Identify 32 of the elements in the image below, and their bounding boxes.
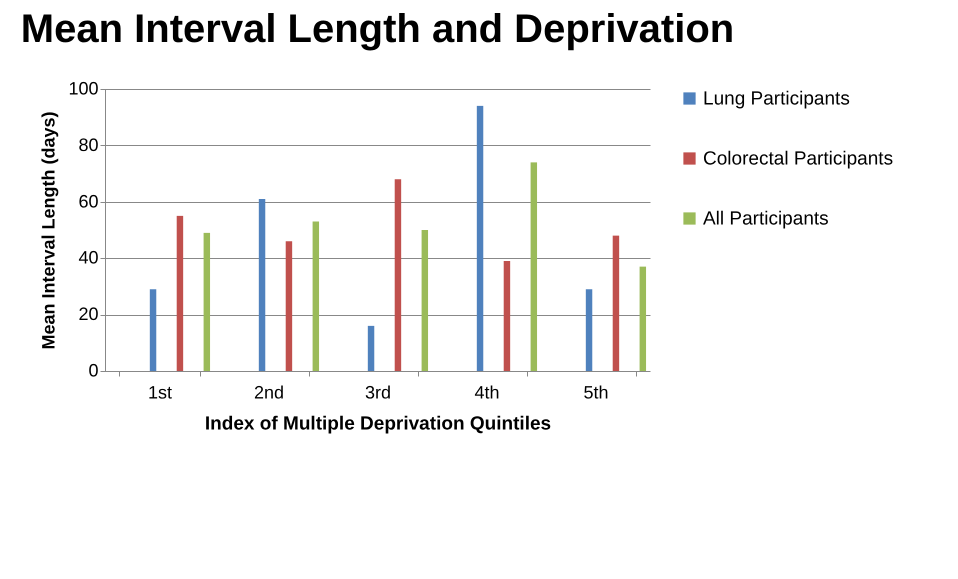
- bar: [204, 232, 210, 371]
- chart-title: Mean Interval Length and Deprivation: [20, 7, 734, 51]
- bar: [612, 236, 620, 371]
- y-tick-label: 100: [68, 78, 98, 98]
- y-axis-title: Mean Interval Length (days): [38, 111, 58, 350]
- y-tick-label: 60: [78, 191, 98, 212]
- bar: [286, 241, 292, 371]
- bar: [422, 230, 428, 371]
- bar: [312, 222, 320, 371]
- x-tick-label: 5th: [583, 382, 609, 402]
- y-tick-label: 20: [78, 304, 98, 324]
- x-axis-title: Index of Multiple Deprivation Quintiles: [204, 414, 552, 434]
- bar: [530, 162, 538, 371]
- y-tick-label: 0: [88, 360, 98, 380]
- legend-label: Colorectal Participants: [703, 148, 894, 170]
- x-tick-label: 3rd: [364, 382, 392, 402]
- bar: [394, 179, 402, 371]
- y-tick-label: 80: [78, 134, 98, 155]
- bar: [150, 289, 156, 371]
- legend-label: Lung Participants: [703, 88, 850, 110]
- bar: [476, 106, 484, 371]
- y-tick-label: 40: [78, 248, 98, 268]
- bar: [504, 261, 510, 371]
- x-tick-label: 2nd: [254, 382, 284, 402]
- bar: [368, 326, 374, 371]
- bar: [258, 198, 266, 371]
- bar: [176, 216, 184, 371]
- x-tick-label: 1st: [148, 382, 172, 402]
- x-tick-label: 4th: [474, 382, 500, 402]
- bar: [586, 289, 592, 371]
- legend-label: All Participants: [703, 208, 829, 230]
- bar: [640, 266, 646, 371]
